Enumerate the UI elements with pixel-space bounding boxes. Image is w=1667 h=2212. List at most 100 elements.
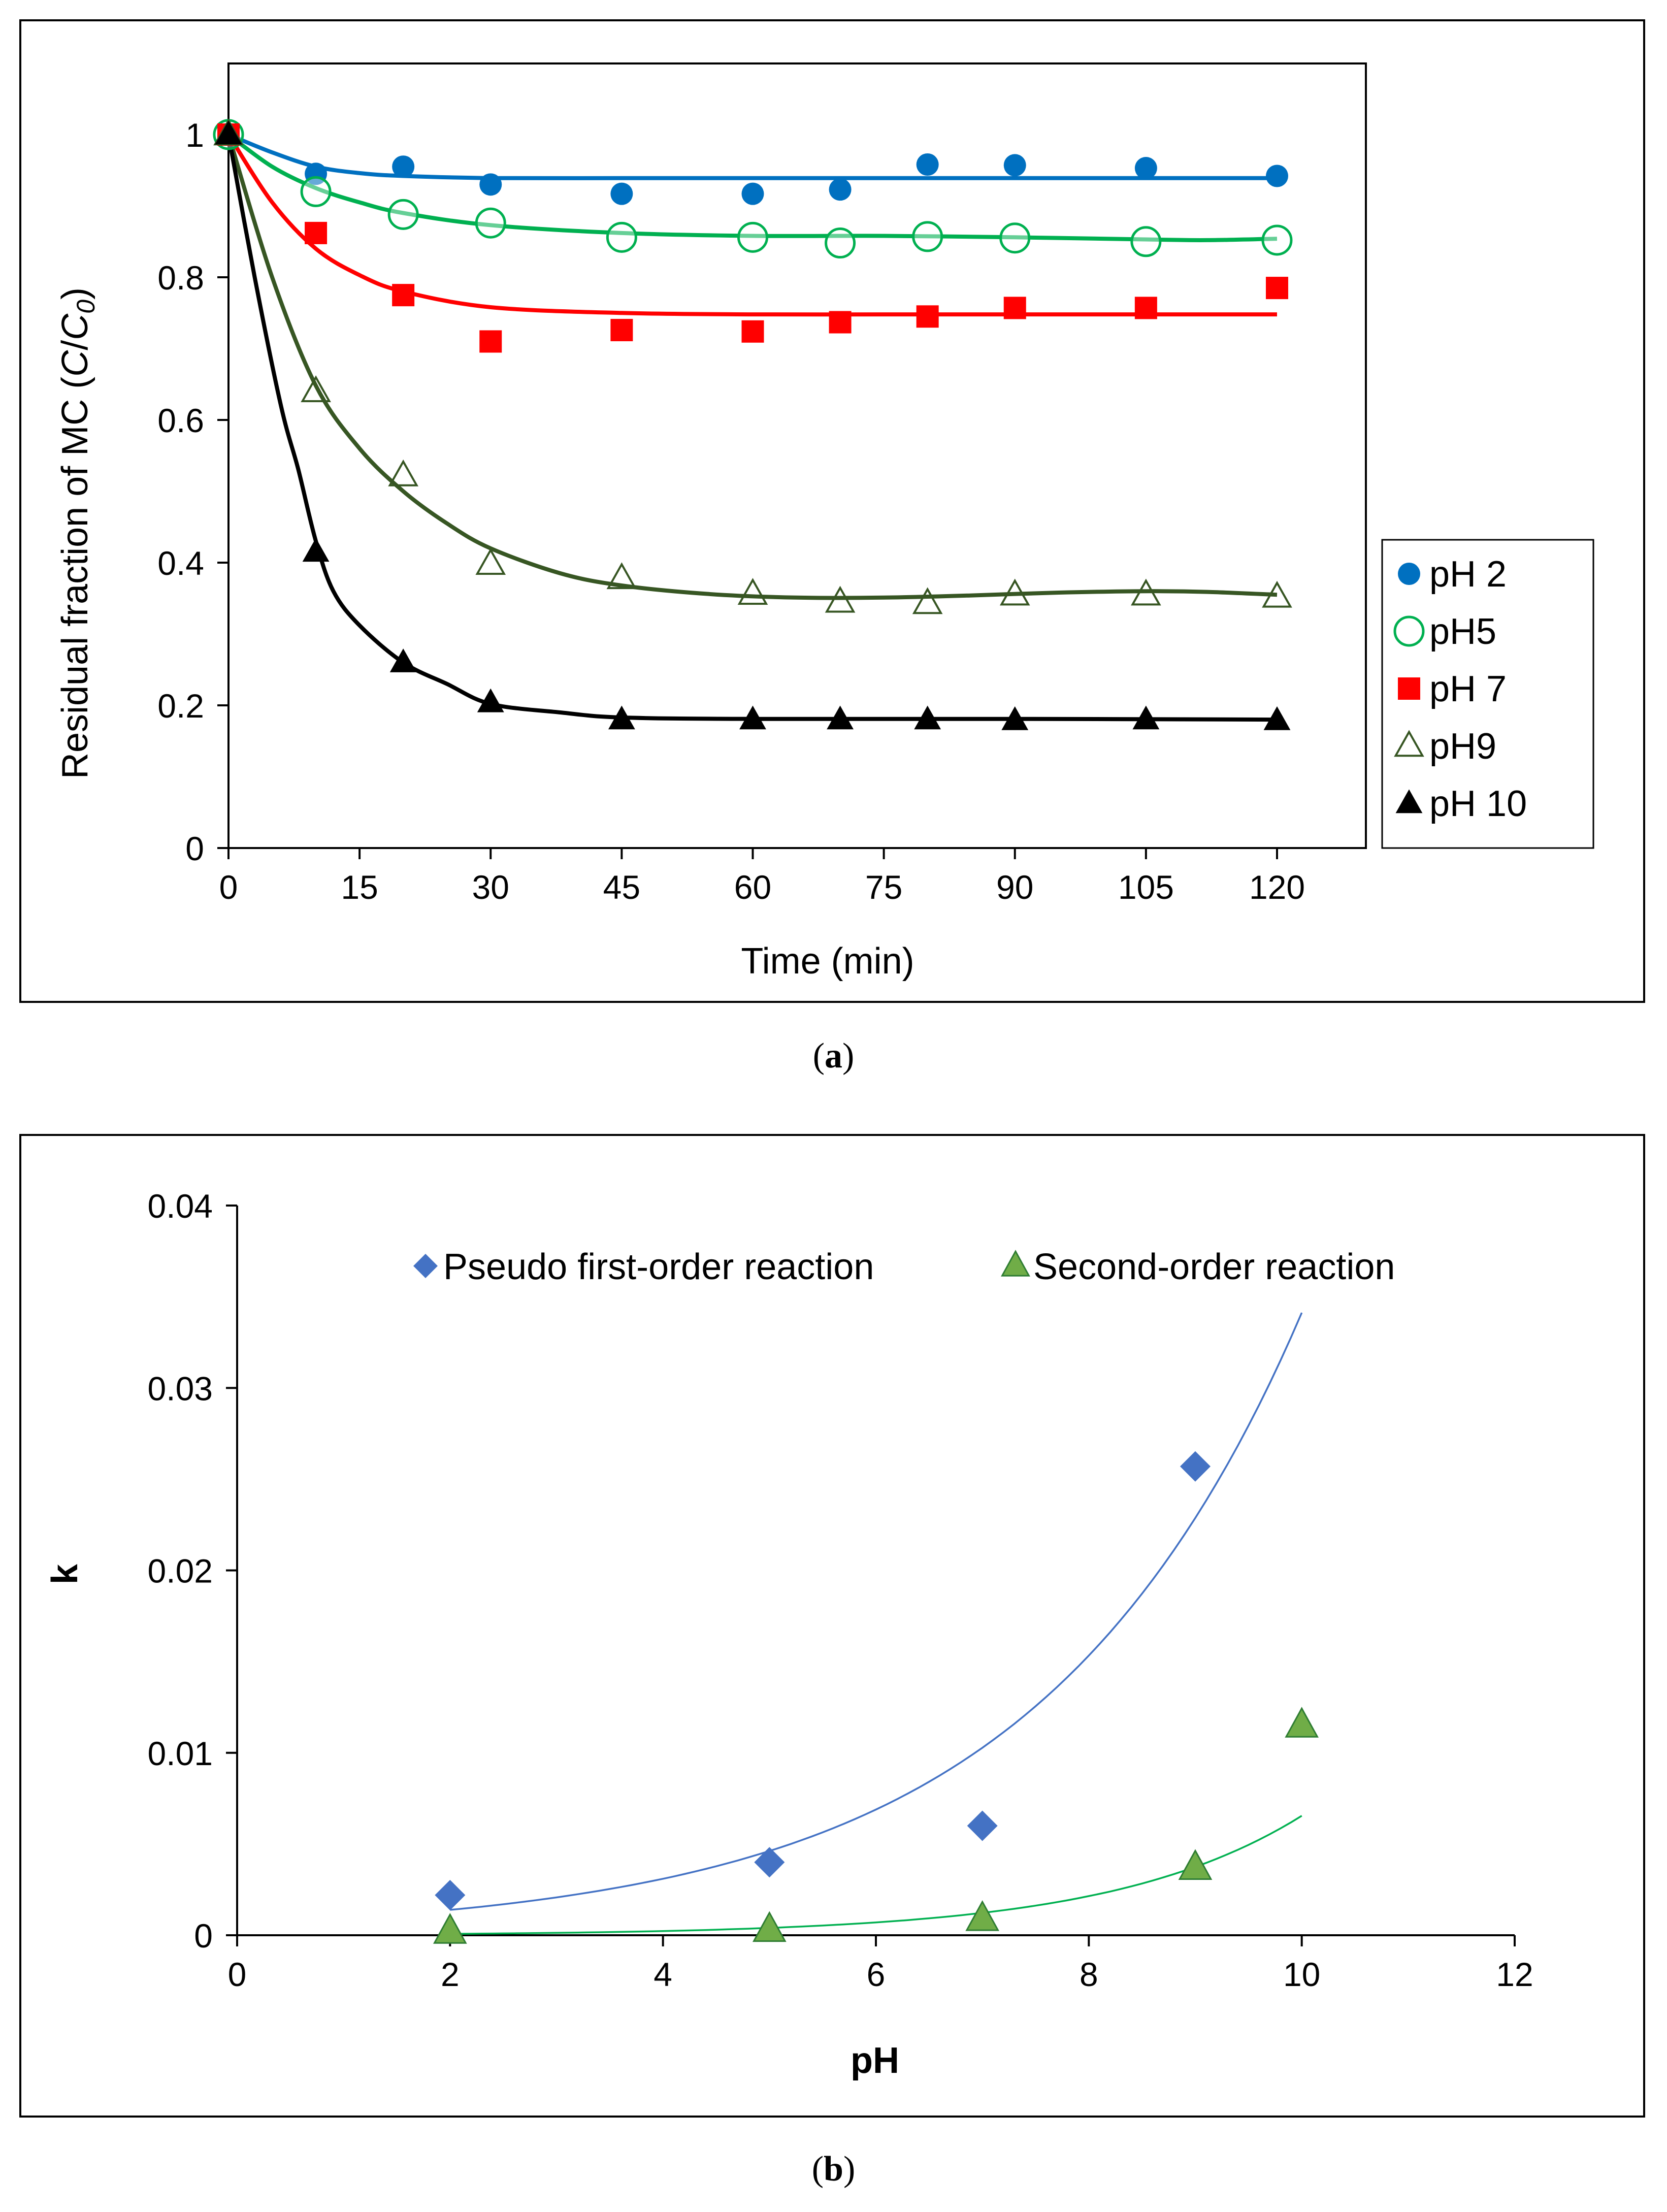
chart-a-axes: 0 15 30 45 60 75 90 105 120 0 0.2 0.4 0.6 0.8 1 — [157, 116, 1305, 906]
chart-a-fit-curves — [226, 133, 1278, 722]
chart-a-point-ph7 — [829, 311, 852, 334]
chart-a-point-ph10 — [827, 705, 854, 730]
chart-a-legend-label-ph7: pH 7 — [1429, 669, 1507, 709]
chart-a-point-ph10 — [389, 648, 417, 672]
chart-a-point-ph2 — [1134, 157, 1157, 180]
chart-a-point-ph5 — [1130, 226, 1162, 257]
chart-a-point-ph9 — [1131, 578, 1161, 606]
chart-a-y-tick-label: 1 — [185, 116, 204, 154]
chart-a-y-tick-label: 0.2 — [157, 687, 204, 725]
chart-a-point-ph9 — [912, 587, 943, 614]
chart-a-point-ph10 — [215, 120, 242, 145]
chart-a-y-axis-label-text: Residual fraction of MC ( — [55, 377, 95, 779]
chart-a-point-ph10 — [914, 705, 941, 730]
chart-a-point-ph5 — [300, 176, 332, 207]
chart-a-legend-label-ph10: pH 10 — [1429, 784, 1527, 824]
chart-a-fit-ph7 — [226, 133, 1277, 317]
chart-a-x-tick-label: 45 — [603, 868, 640, 906]
chart-a-point-ph5 — [825, 227, 856, 259]
caption-b: (b) — [811, 2150, 856, 2189]
chart-a: 0 15 30 45 60 75 90 105 120 0 0.2 0.4 0.6 0.8 1 Time (… — [19, 19, 1645, 1003]
caption-a: (a) — [812, 1036, 855, 1076]
chart-a-legend-entries: pH 2 pH5 pH 7 pH9 pH 10 — [1393, 554, 1527, 824]
chart-a-point-ph10 — [608, 705, 635, 730]
chart-a-fit-ph2 — [227, 133, 1277, 181]
chart-a-point-ph9 — [388, 459, 418, 486]
chart-b-legend-marker-pseudo-first-order — [413, 1254, 438, 1278]
chart-a-point-ph7 — [741, 320, 764, 343]
chart-a-point-ph2 — [916, 153, 939, 176]
chart-a-point-ph7 — [916, 305, 939, 328]
chart-a-point-ph9 — [475, 548, 506, 575]
chart-a-point-ph2 — [392, 155, 415, 178]
chart-a-y-axis-label-close: ) — [55, 287, 95, 300]
chart-b-x-tick-label: 4 — [653, 1956, 672, 1993]
chart-a-legend-marker-ph7 — [1398, 677, 1420, 700]
chart-a-x-tick-label: 15 — [341, 868, 378, 906]
chart-b-trend-lines — [450, 1312, 1303, 1935]
chart-a-point-ph10 — [739, 705, 766, 730]
chart-b-point-pseudo-first-order — [754, 1847, 785, 1878]
chart-b-point-second-order — [1178, 1849, 1213, 1880]
chart-a-y-axis-label-c: C — [55, 350, 95, 377]
chart-a-y-axis-label-c0: C — [55, 313, 95, 340]
chart-a-point-ph10 — [1263, 706, 1291, 730]
chart-a-point-ph5 — [387, 199, 419, 230]
chart-a-point-ph9 — [999, 578, 1030, 606]
chart-a-point-ph2 — [829, 178, 852, 201]
caption-a-label: a — [825, 1036, 842, 1076]
chart-b-trendline-1 — [450, 1815, 1302, 1935]
chart-b-x-tick-label: 12 — [1496, 1956, 1533, 1993]
chart-a-x-tick-label: 75 — [865, 868, 902, 906]
caption-b-label: b — [824, 2150, 843, 2189]
chart-b-point-second-order — [1285, 1707, 1319, 1738]
chart-a-point-ph7 — [1266, 277, 1288, 300]
chart-b-x-tick-label: 0 — [228, 1956, 247, 1993]
chart-a-point-ph2 — [741, 182, 764, 205]
chart-a-y-axis-label-subscript: 0 — [72, 300, 100, 314]
chart-a-fit-ph5 — [227, 133, 1278, 242]
chart-a-point-ph2 — [1003, 154, 1026, 177]
chart-a-point-ph5 — [912, 221, 943, 252]
chart-a-x-tick-label: 105 — [1118, 868, 1174, 906]
chart-a-point-ph5 — [737, 221, 768, 253]
chart-b-y-axis-label: k — [45, 1564, 85, 1584]
chart-b-point-second-order — [752, 1911, 787, 1942]
chart-a-point-ph7 — [610, 318, 633, 341]
chart-a-fit-ph10 — [226, 134, 1278, 722]
chart-a-point-ph7 — [1134, 297, 1157, 319]
chart-a-legend-label-ph9: pH9 — [1429, 726, 1496, 767]
chart-a-point-ph7 — [479, 330, 502, 353]
chart-b-y-tick-label: 0 — [194, 1917, 213, 1955]
chart-a-legend-marker-ph10 — [1395, 789, 1423, 814]
chart-b-point-second-order — [965, 1900, 1000, 1931]
chart-b-x-tick-label: 10 — [1283, 1956, 1320, 1993]
chart-a-point-ph5 — [475, 207, 506, 239]
chart-a-point-ph7 — [392, 284, 415, 307]
chart-a-point-ph10 — [1132, 705, 1160, 730]
chart-b-outer-frame — [19, 1134, 1645, 2118]
chart-b-y-tick-label: 0.02 — [148, 1552, 213, 1590]
chart-a-point-ph10 — [477, 688, 504, 712]
chart-a-legend-marker-ph2 — [1398, 563, 1420, 585]
chart-a-x-tick-label: 60 — [734, 868, 771, 906]
chart-a-x-tick-label: 120 — [1249, 868, 1305, 906]
chart-a-point-ph9 — [737, 578, 768, 605]
chart-a-point-ph2 — [1266, 165, 1288, 187]
chart-b-legend-label-second-order: Second-order reaction — [1033, 1247, 1395, 1287]
chart-a-y-tick-label: 0.6 — [157, 402, 204, 439]
chart-a-point-ph5 — [999, 222, 1031, 254]
chart-a-point-ph10 — [1001, 706, 1029, 730]
chart-b-x-tick-label: 6 — [867, 1956, 886, 1993]
chart-a-x-tick-label: 0 — [219, 868, 238, 906]
chart-b-data-points — [433, 1451, 1319, 1944]
chart-b-x-axis-label: pH — [851, 2040, 899, 2081]
chart-a-y-tick-label: 0.4 — [157, 544, 204, 582]
chart-a-x-tick-label: 90 — [996, 868, 1033, 906]
chart-a-plot-area — [227, 62, 1367, 849]
chart-b-legend-marker-second-order — [1001, 1250, 1030, 1277]
chart-a-point-ph7 — [305, 221, 328, 244]
chart-a-x-axis-label: Time (min) — [741, 941, 914, 982]
chart-a-fit-ph9 — [226, 134, 1278, 600]
chart-a-y-axis-label-slash: / — [55, 340, 95, 350]
